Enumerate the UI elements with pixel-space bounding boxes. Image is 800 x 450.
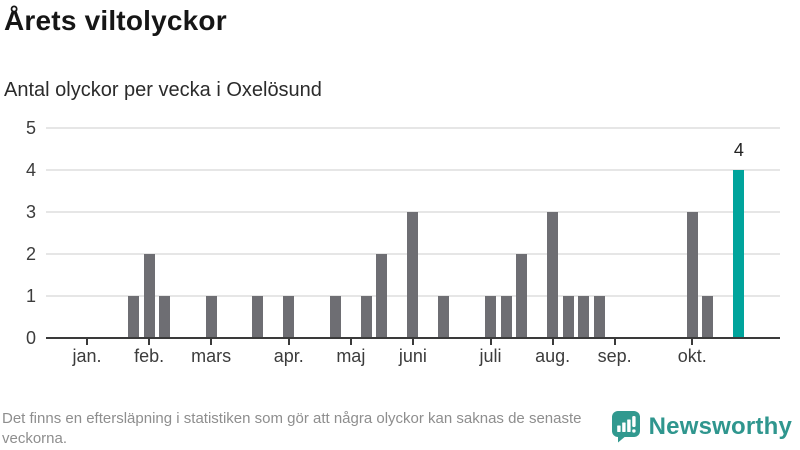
x-axis-tick-juni	[411, 338, 414, 345]
bar-week-17	[329, 296, 341, 338]
x-axis-tick-maj	[349, 338, 352, 345]
gridline-y-5	[46, 127, 780, 129]
x-axis-tick-feb	[148, 338, 151, 345]
x-axis-label-maj: maj	[336, 346, 366, 366]
bar-week-5	[143, 254, 155, 338]
newsworthy-logo-text: Newsworthy	[648, 412, 792, 440]
y-axis-label-3: 3	[25, 202, 36, 222]
bar-week-43-highlighted	[733, 170, 745, 338]
x-axis-label-aug: aug.	[535, 346, 571, 366]
x-axis-tick-mars	[210, 338, 213, 345]
bar-week-32	[562, 296, 574, 338]
x-axis-label-feb: feb.	[134, 346, 165, 366]
gridline-y-4	[46, 169, 780, 171]
x-axis-label-juli: juli	[479, 346, 502, 366]
bar-week-29	[516, 254, 528, 338]
bar-week-14	[283, 296, 295, 338]
x-axis-tick-juli	[489, 338, 492, 345]
bar-week-6	[159, 296, 171, 338]
x-axis-tick-sep	[613, 338, 616, 345]
bar-week-33	[578, 296, 590, 338]
bar-week-9	[205, 296, 217, 338]
bar-week-20	[376, 254, 388, 338]
bar-week-31	[547, 212, 559, 338]
newsworthy-logo[interactable]: Newsworthy	[611, 410, 792, 443]
bar-week-19	[360, 296, 372, 338]
bar-week-41	[702, 296, 714, 338]
bar-week-27	[485, 296, 497, 338]
y-axis-label-1: 1	[25, 286, 36, 306]
bar-week-12	[252, 296, 264, 338]
newsworthy-logo-icon	[611, 410, 641, 443]
x-axis-label-sep: sep.	[597, 346, 632, 366]
x-axis-label-okt: okt.	[677, 346, 707, 366]
y-axis-label-5: 5	[25, 118, 36, 138]
bar-week-28	[500, 296, 512, 338]
x-axis-label-jan: jan.	[72, 346, 102, 366]
bar-week-22	[407, 212, 419, 338]
y-axis-label-2: 2	[25, 244, 36, 264]
x-axis-tick-aug	[551, 338, 554, 345]
x-axis-tick-okt	[691, 338, 694, 345]
chart-subtitle: Antal olyckor per vecka i Oxelösund	[4, 79, 322, 101]
x-axis-label-mars: mars	[191, 346, 232, 366]
footer-note: Det finns en eftersläpning i statistiken…	[2, 410, 582, 448]
bar-value-label-week-43: 4	[733, 140, 744, 160]
bar-week-4	[128, 296, 140, 338]
x-axis-label-apr: apr.	[273, 346, 304, 366]
y-axis-label-4: 4	[25, 160, 36, 180]
bar-week-34	[593, 296, 605, 338]
x-axis-tick-apr	[287, 338, 290, 345]
bar-week-24	[438, 296, 450, 338]
page-title: Årets viltolyckor	[4, 5, 227, 36]
y-axis-label-0: 0	[25, 328, 36, 348]
bar-week-40	[686, 212, 698, 338]
x-axis-tick-jan	[86, 338, 88, 345]
x-axis-label-juni: juni	[398, 346, 427, 366]
